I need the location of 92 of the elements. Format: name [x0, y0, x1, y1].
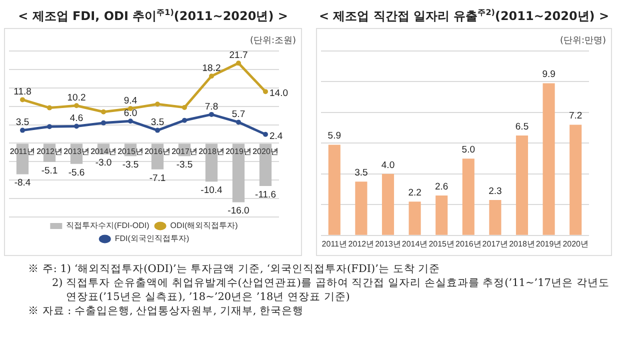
point	[236, 120, 241, 125]
data-label: 2.6	[434, 181, 448, 192]
data-label: 2.3	[488, 186, 502, 197]
point	[155, 128, 160, 133]
data-label: 14.0	[270, 88, 288, 100]
point	[263, 132, 268, 137]
bar	[382, 174, 394, 235]
x-tick-label: 2016년	[456, 239, 482, 248]
data-label: 5.9	[328, 130, 342, 142]
x-tick-label: 2011년	[10, 147, 36, 156]
point	[155, 102, 160, 107]
legend-label: ODI(해외직접투자)	[170, 221, 238, 230]
point	[236, 60, 241, 66]
data-label: -16.0	[228, 206, 250, 217]
x-tick-label: 2012년	[348, 239, 374, 248]
point	[182, 118, 187, 123]
data-label: 5.0	[462, 144, 476, 156]
legend-label: FDI(외국인직접투자)	[114, 234, 190, 244]
point	[101, 109, 106, 114]
data-label: -3.5	[176, 160, 193, 171]
data-label: 9.4	[124, 95, 138, 106]
bar	[462, 158, 474, 235]
data-label: 7.2	[568, 110, 582, 122]
data-label: 10.2	[67, 92, 86, 104]
data-label: 3.5	[354, 167, 368, 178]
point	[209, 112, 214, 117]
data-label: 3.5	[16, 117, 30, 128]
text: (단위:조원)	[250, 35, 296, 47]
data-label: 2.2	[408, 187, 422, 198]
point	[74, 103, 79, 108]
data-label: 7.8	[204, 101, 218, 112]
x-tick-label: 2013년	[64, 147, 90, 156]
point	[101, 120, 106, 126]
bar	[516, 136, 528, 235]
point	[20, 128, 25, 133]
x-tick-label: 2017년	[482, 239, 508, 248]
data-label: -5.1	[41, 165, 58, 176]
text: ※ 자료 : 수출입은행, 산업통상자원부, 기재부, 한국은행	[28, 304, 305, 318]
data-label: 21.7	[229, 50, 248, 62]
bar	[408, 202, 421, 235]
text: 2) 직접투자 순유출액에 취업유발계수(산업연관표)를 곱하여 직간접 일자리 손실효과를 추정(’11~’17년은 각년도 연장표(’15년은 실측표), ’18~’20년은 ’18년 연장표 기준)	[51, 276, 610, 304]
data-label: -11.6	[255, 189, 276, 200]
data-label: 6.5	[515, 121, 529, 132]
bar	[570, 124, 582, 235]
x-tick-label: 2019년	[226, 147, 252, 156]
point	[263, 89, 268, 94]
data-label: -3.0	[95, 158, 112, 169]
data-label: -3.5	[122, 160, 139, 171]
x-tick-label: 2014년	[402, 239, 428, 248]
bar	[489, 200, 502, 235]
data-label: 2.4	[270, 130, 283, 142]
text: (단위:만명)	[560, 35, 606, 47]
bar	[542, 83, 555, 235]
legend-label: 직접투자수지(FDI-ODI)	[66, 221, 150, 230]
point	[182, 104, 187, 110]
point	[128, 118, 133, 124]
chart-title: < 제조업 직간접 일자리 유출$^{주2)}$(2011~2020년) >	[318, 7, 610, 25]
point	[209, 74, 214, 79]
x-tick-label: 2013년	[375, 239, 401, 248]
data-label: -7.1	[149, 172, 166, 184]
x-tick-label: 2020년	[252, 147, 278, 156]
data-label: 11.8	[14, 86, 32, 98]
data-label: -10.4	[200, 184, 222, 196]
chart-title: < 제조업 FDI, ODI 추이$^{주1)}$(2011~2020년) >	[17, 7, 289, 25]
x-tick-label: 2018년	[509, 239, 535, 248]
x-tick-label: 2017년	[172, 147, 198, 156]
x-tick-label: 2014년	[90, 147, 116, 156]
bar	[328, 144, 340, 235]
text: ※ 주: 1) ‘해외직접투자(ODI)’는 투자금액 기준, ‘외국인직접투자(FDI)’는 도착 기준	[28, 262, 442, 276]
data-label: -8.4	[14, 178, 31, 189]
data-label: 9.9	[542, 69, 556, 80]
x-tick-label: 2019년	[536, 239, 562, 248]
x-tick-label: 2012년	[36, 147, 62, 156]
point	[47, 124, 52, 130]
x-tick-label: 2015년	[118, 147, 144, 156]
data-label: 3.5	[150, 117, 164, 128]
data-label: 6.0	[124, 108, 138, 119]
data-label: 4.0	[381, 160, 395, 171]
point	[20, 97, 25, 102]
data-label: 4.6	[70, 113, 84, 124]
data-label: 18.2	[202, 62, 221, 74]
x-tick-label: 2011년	[322, 239, 347, 248]
bar	[436, 195, 448, 235]
point	[47, 105, 52, 110]
data-label: 5.7	[232, 109, 246, 120]
x-tick-label: 2018년	[198, 147, 224, 156]
bar	[355, 182, 368, 235]
x-tick-label: 2015년	[428, 239, 454, 248]
x-tick-label: 2020년	[562, 239, 588, 248]
x-tick-label: 2016년	[144, 147, 170, 156]
data-label: -5.6	[68, 167, 85, 178]
point	[74, 124, 79, 129]
